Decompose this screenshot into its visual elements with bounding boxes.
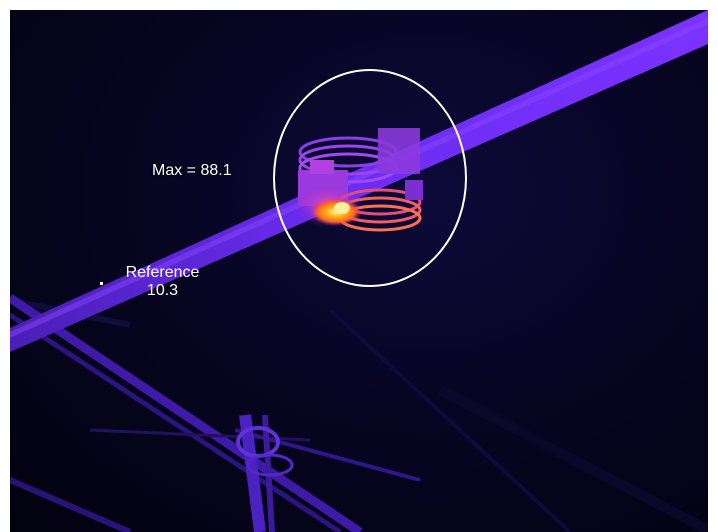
measurement-circle xyxy=(273,69,467,287)
reference-label-block: Reference 10.3 xyxy=(105,264,220,300)
reference-point-marker xyxy=(100,282,103,285)
thermal-image-frame: Max = 88.1 Reference 10.3 xyxy=(10,10,708,532)
max-temperature-label: Max = 88.1 xyxy=(152,162,232,179)
thermal-image xyxy=(10,10,708,532)
reference-label: Reference xyxy=(125,264,200,281)
clamp-assembly xyxy=(294,128,423,232)
reference-value: 10.3 xyxy=(146,282,179,299)
lower-conductors xyxy=(10,294,572,532)
